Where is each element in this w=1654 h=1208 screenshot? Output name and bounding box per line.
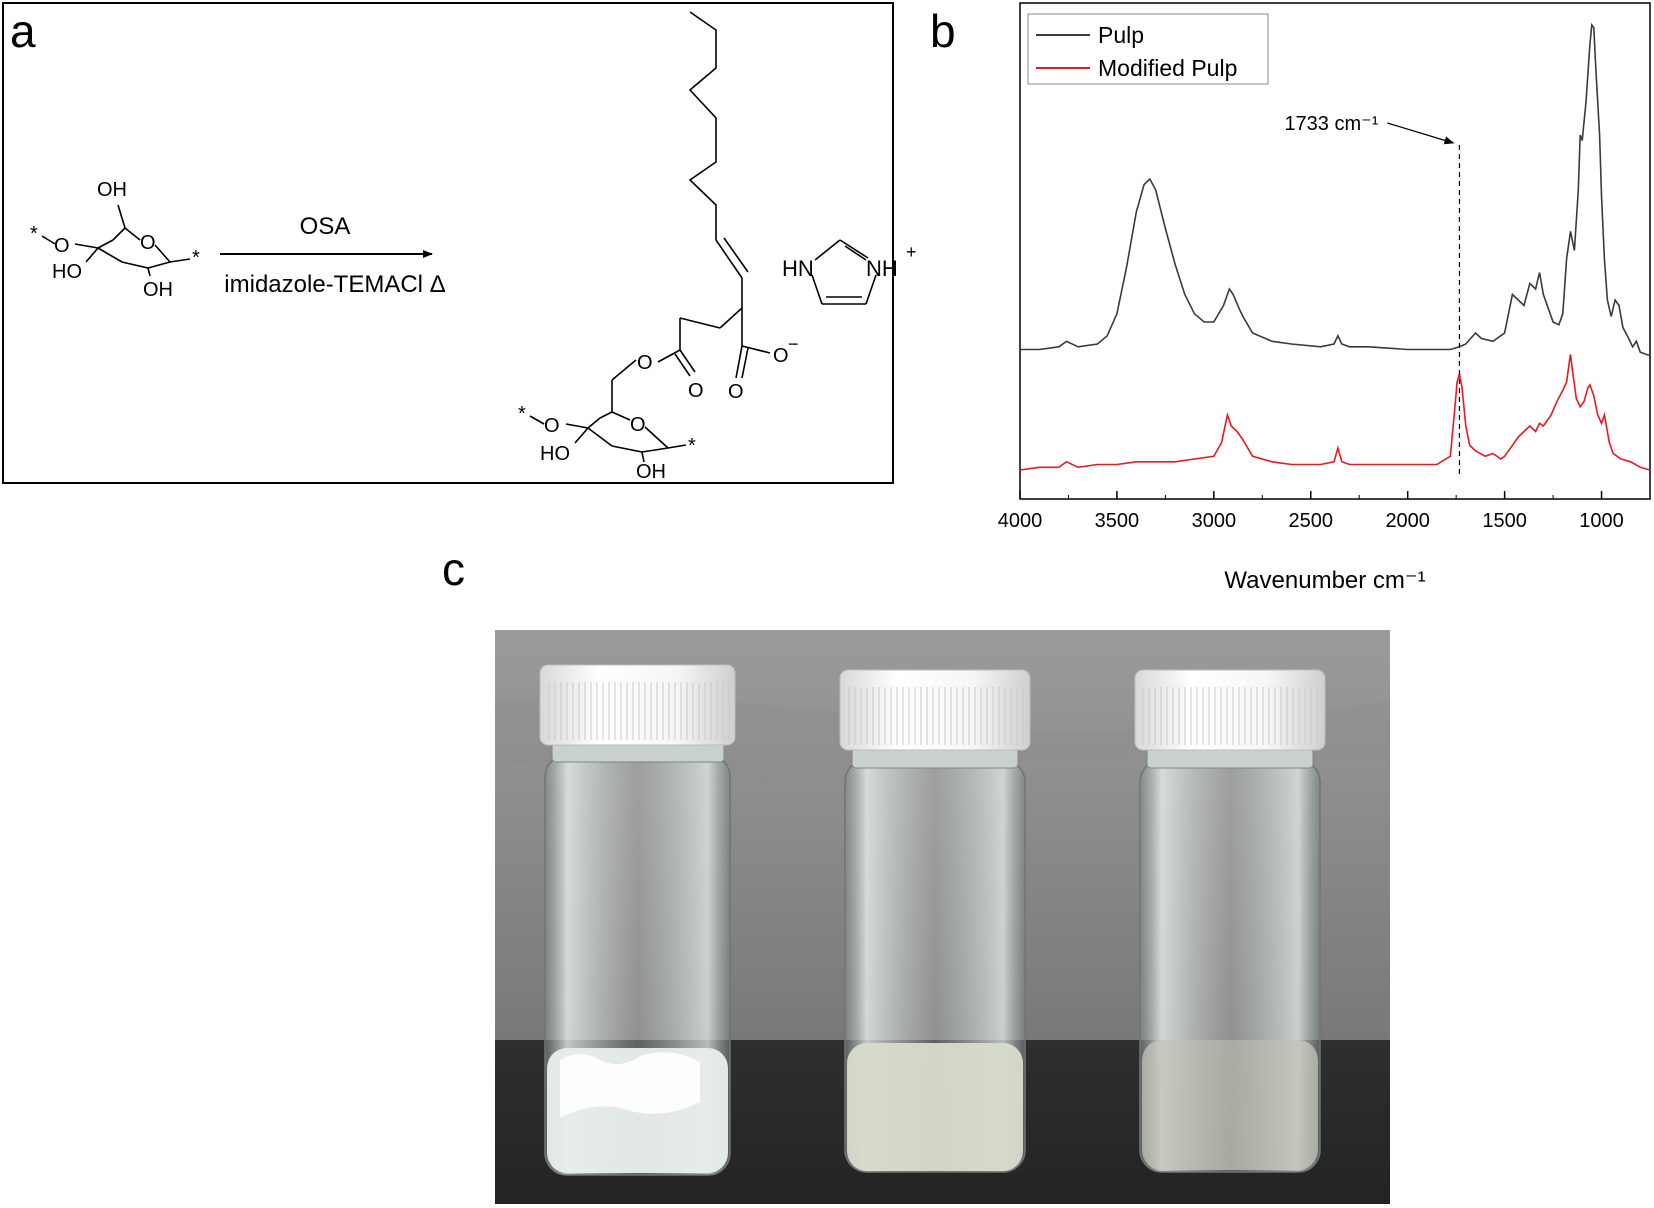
imidazolium-hn: HN [782,256,814,281]
plot-frame [1019,2,1651,500]
annotation-arrow [1387,122,1455,145]
scheme-panel: OH O O HO OH * * OSA imidazole-TEMACl Δ [2,2,917,484]
product-carbonyl-o2: O [728,381,744,403]
x-tick-label-3000: 3000 [1192,510,1237,532]
product-ester-o: O [637,352,653,374]
vial-2-content [847,1043,1023,1171]
series-lines [1019,22,1651,471]
panel-label-c: c [442,543,465,595]
vial-1-clumps [560,1052,700,1118]
vial-3-content [1142,1040,1318,1170]
vials-photo [495,630,1390,1204]
reactant-structure [41,204,191,277]
imidazolium-plus: + [906,242,917,262]
legend-label-pulp: Pulp [1098,22,1144,48]
reactant-link-o: O [54,235,70,257]
vial-2 [839,669,1031,1173]
product-link-o: O [544,415,560,437]
product-oh-bottom: OH [636,461,666,483]
product-structure [529,11,771,463]
scheme-frame [2,2,894,484]
annotation-label: 1733 cm⁻¹ [1284,113,1378,135]
x-tick-label-1500: 1500 [1482,510,1527,532]
x-tick-label-2500: 2500 [1289,510,1334,532]
series-line-pulp [1020,22,1650,356]
x-tick-label-1000: 1000 [1579,510,1624,532]
product-carbonyl-o1: O [688,380,704,402]
reactant-star-left: * [30,223,38,245]
product-minus: − [788,334,799,354]
x-axis-ticks: 4000 3500 3000 2500 2000 1500 1000 [998,491,1651,532]
series-line-modified-pulp [1019,354,1651,471]
x-tick-label-3500: 3500 [1095,510,1140,532]
legend-box [1027,13,1269,85]
x-tick-label-4000: 4000 [998,510,1043,532]
panel-label-b: b [930,5,956,57]
x-axis-label: Wavenumber cm⁻¹ [1224,567,1425,594]
vial-1 [539,664,736,1176]
reactant-oh-top: OH [97,179,127,201]
vial-3-cap-ribs [1139,687,1321,745]
vial-2-neck [851,747,1019,769]
panel-label-a: a [10,5,36,57]
vial-2-cap-ribs [844,687,1026,745]
ftir-chart: 4000 3500 3000 2500 2000 1500 1000 1733 cm⁻¹ W… [998,2,1651,594]
imidazolium-nh: NH [866,256,898,281]
vial-3 [1134,669,1326,1173]
reagent-top: OSA [300,213,351,240]
reactant-oh-bottom: OH [143,279,173,301]
vial-3-neck [1146,747,1314,769]
x-tick-label-2000: 2000 [1385,510,1430,532]
reactant-ring-o: O [140,232,156,254]
reagent-bottom: imidazole-TEMACl Δ [224,271,445,298]
product-carboxylate-o: O [773,345,789,367]
imidazolium-structure [811,239,877,305]
reactant-star-right: * [192,247,200,269]
product-star-left: * [518,403,526,425]
product-oh-left: HO [540,443,570,465]
legend-label-modified-pulp: Modified Pulp [1098,55,1237,81]
product-ring-o: O [630,414,646,436]
product-star-right: * [688,435,696,457]
vial-1-cap-ribs [544,682,731,740]
reactant-oh-left: HO [52,261,82,283]
legend: Pulp Modified Pulp [1027,13,1269,85]
